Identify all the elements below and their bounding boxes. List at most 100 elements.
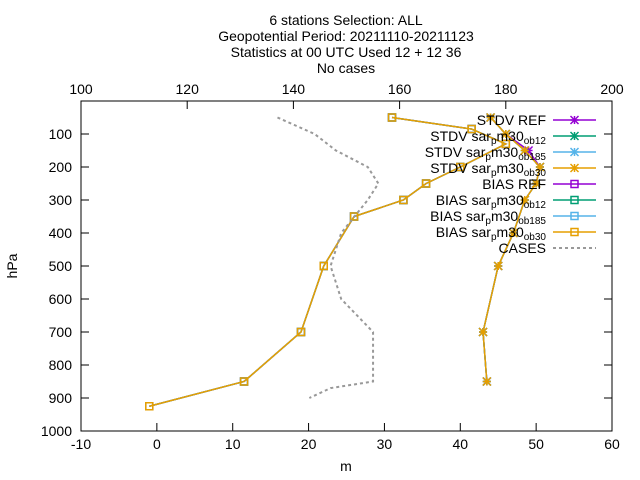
legend-label: STDV sarpm30ob30 — [430, 160, 546, 179]
data-point — [349, 212, 359, 221]
chart-title: 6 stations Selection: ALL Geopotential P… — [218, 12, 474, 76]
series-7 — [145, 113, 511, 411]
y-tick-label: 200 — [49, 159, 73, 175]
data-point — [535, 162, 545, 172]
legend-marker — [569, 115, 580, 125]
y-tick-label: 500 — [49, 258, 73, 274]
data-point — [296, 327, 306, 337]
series-3 — [478, 112, 545, 387]
title-line-3: Statistics at 00 UTC Used 12 + 12 36 — [231, 44, 462, 60]
data-point — [493, 261, 503, 271]
title-line-4: No cases — [317, 60, 375, 76]
legend-label-part: p — [491, 232, 497, 243]
y-axis-label: hPa — [4, 253, 20, 278]
x-tick-label: -10 — [71, 436, 91, 452]
legend-label-part: ob12 — [524, 136, 547, 147]
legend-label-part: ob185 — [518, 216, 546, 227]
x2-tick-label: 200 — [600, 81, 624, 97]
title-line-2: Geopotential Period: 20211110-20211123 — [218, 28, 474, 44]
series-line — [149, 116, 508, 407]
x-axis: -10 0 10 20 30 40 50 60 — [71, 423, 620, 452]
legend-marker — [569, 147, 580, 157]
legend-label-part: ob30 — [524, 232, 547, 243]
legend-marker — [570, 179, 579, 189]
data-point — [501, 129, 511, 139]
legend-label: CASES — [499, 240, 546, 256]
data-point — [467, 124, 476, 134]
legend-label-part: STDV sar — [430, 160, 491, 176]
data-point — [239, 377, 249, 386]
data-point — [145, 402, 154, 411]
data-point — [482, 376, 492, 387]
x2-tick-label: 180 — [494, 81, 518, 97]
data-point — [520, 145, 530, 156]
legend-label-part: STDV sar — [430, 128, 491, 144]
legend-label-part: m30 — [497, 224, 524, 240]
legend-label-part: STDV REF — [477, 112, 546, 128]
y-tick-label: 1000 — [41, 423, 72, 439]
legend-label-part: m30 — [497, 160, 524, 176]
data-point — [520, 195, 530, 205]
legend-label-part: BIAS sar — [436, 192, 492, 208]
legend-label-part: m30 — [497, 192, 524, 208]
x-tick-label: 0 — [153, 436, 161, 452]
data-point — [486, 112, 496, 123]
y-tick-label: 700 — [49, 324, 73, 340]
data-point — [531, 178, 541, 189]
x2-axis: 100 120 140 160 180 200 — [69, 81, 624, 109]
x-tick-label: 50 — [528, 436, 544, 452]
legend-label: BIAS sarpm30ob12 — [436, 192, 547, 211]
x2-tick-label: 120 — [176, 81, 200, 97]
x-tick-label: 30 — [377, 436, 393, 452]
y-tick-label: 100 — [49, 126, 73, 142]
x-tick-label: 40 — [452, 436, 468, 452]
data-point — [508, 228, 518, 238]
legend-label-part: m30 — [497, 128, 524, 144]
legend-label-part: p — [491, 136, 497, 147]
legend-label-part: p — [491, 168, 497, 179]
y-tick-label: 900 — [49, 390, 73, 406]
legend-label-part: m30 — [491, 208, 518, 224]
x-tick-label: 20 — [301, 436, 317, 452]
legend-label: STDV sarpm30ob12 — [430, 128, 546, 147]
legend-label: STDV sarpm30ob185 — [425, 144, 547, 163]
data-point — [399, 195, 408, 205]
x-tick-label: 60 — [604, 436, 620, 452]
legend-label-part: m30 — [491, 144, 518, 160]
data-point — [387, 113, 397, 122]
legend-label-part: p — [485, 152, 491, 163]
y-tick-label: 400 — [49, 225, 73, 241]
legend-label-part: p — [485, 216, 491, 227]
x-tick-label: 10 — [225, 436, 241, 452]
series-line — [277, 116, 380, 399]
legend-label-part: ob12 — [524, 200, 547, 211]
legend-label-part: p — [491, 200, 497, 211]
legend-label: STDV REF — [477, 112, 546, 128]
x-axis-label: m — [340, 458, 352, 474]
legend-label: BIAS sarpm30ob185 — [430, 208, 546, 227]
series-8 — [277, 116, 380, 399]
legend-marker — [570, 195, 579, 205]
legend-label-part: BIAS sar — [436, 224, 492, 240]
y-tick-label: 600 — [49, 291, 73, 307]
legend-label-part: ob185 — [518, 152, 546, 163]
legend-label-part: ob30 — [524, 168, 547, 179]
data-point — [456, 162, 465, 172]
y-axis: 100 200 300 400 500 600 700 800 900 1000 — [41, 126, 612, 439]
y-tick-label: 300 — [49, 192, 73, 208]
legend-label-part: BIAS sar — [430, 208, 486, 224]
legend-label-part: CASES — [499, 240, 546, 256]
series-layer — [145, 112, 545, 411]
data-point — [478, 327, 488, 337]
x2-tick-label: 160 — [388, 81, 412, 97]
legend-marker — [569, 131, 580, 141]
legend-marker — [570, 227, 579, 237]
series-line — [482, 116, 541, 382]
x2-tick-label: 140 — [282, 81, 306, 97]
legend-label: BIAS sarpm30ob30 — [436, 224, 547, 243]
y-tick-label: 800 — [49, 357, 73, 373]
data-point — [319, 261, 328, 271]
data-point — [501, 139, 511, 149]
legend-label-part: STDV sar — [425, 144, 486, 160]
